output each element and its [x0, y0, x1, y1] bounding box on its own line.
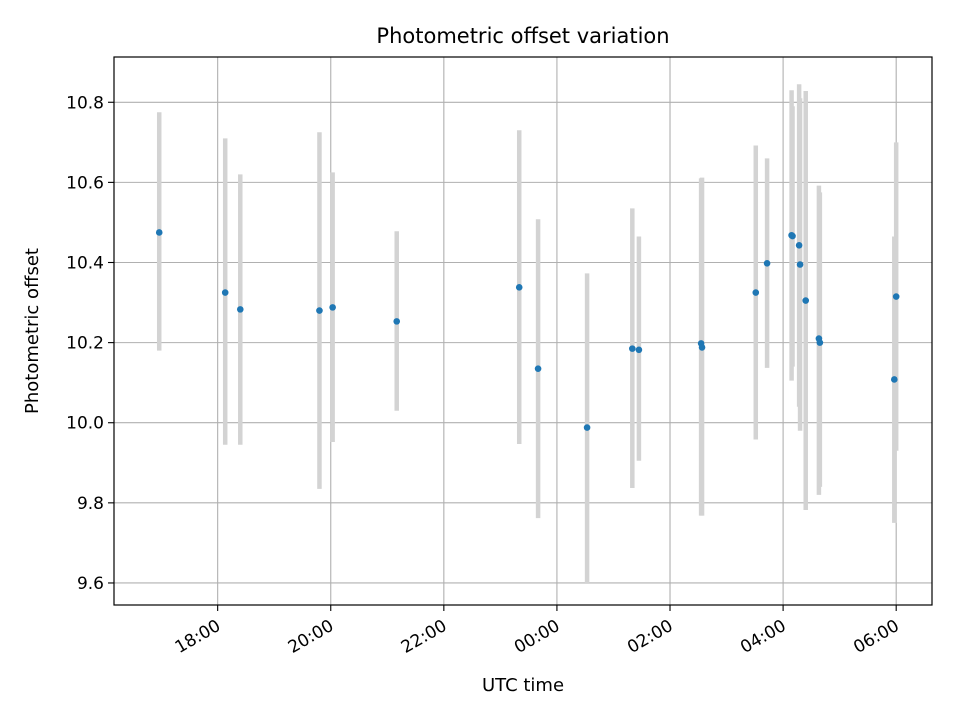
data-point	[236, 306, 244, 313]
data-point	[802, 297, 810, 304]
data-point	[515, 284, 523, 291]
data-point	[393, 318, 401, 325]
data-point	[583, 424, 591, 431]
y-tick-label: 10.0	[66, 414, 104, 434]
x-axis-label: UTC time	[482, 675, 564, 696]
y-axis-ticks: 9.6 9.8 10.0 10.2 10.4 10.6 10.8	[66, 93, 114, 594]
data-point	[698, 344, 706, 351]
data-point	[795, 241, 803, 249]
data-point	[316, 307, 323, 314]
y-axis-label: Photometric offset	[22, 248, 43, 414]
data-point	[892, 293, 900, 300]
data-point	[763, 260, 771, 267]
data-point	[155, 229, 163, 236]
data-point	[752, 289, 760, 296]
plot-area-frame	[113, 56, 933, 606]
data-point	[629, 345, 636, 352]
data-point	[221, 289, 229, 296]
y-tick-label: 10.8	[66, 93, 104, 113]
y-tick-label: 9.6	[77, 574, 104, 594]
chart-title: Photometric offset variation	[376, 24, 669, 48]
data-points	[155, 229, 900, 431]
data-point	[816, 339, 824, 346]
data-point	[534, 365, 542, 372]
y-tick-label: 9.8	[77, 494, 104, 514]
data-point	[635, 346, 643, 354]
y-tick-label: 10.4	[66, 254, 104, 274]
y-tick-label: 10.2	[66, 334, 104, 354]
data-point	[891, 376, 898, 383]
grid	[114, 57, 932, 605]
data-point	[329, 304, 336, 311]
data-point	[789, 232, 796, 240]
data-point	[796, 261, 804, 268]
y-tick-label: 10.6	[66, 173, 104, 193]
